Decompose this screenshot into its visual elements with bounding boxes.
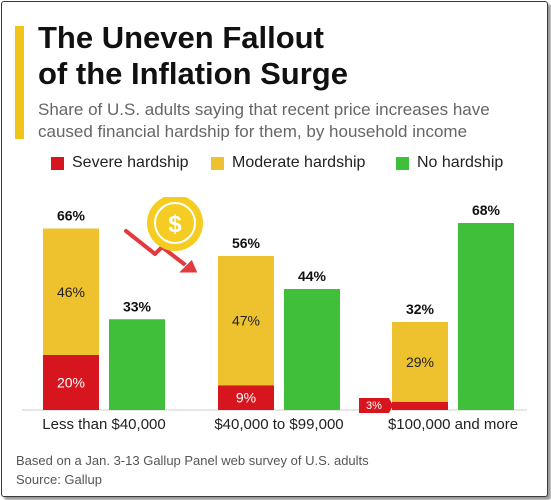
bar-moderate-2 (392, 322, 448, 402)
category-label-1: $40,000 to $99,000 (214, 416, 343, 433)
label-none-2: 68% (472, 202, 501, 218)
legend-label-severe: Severe hardship (72, 154, 189, 171)
svg-text:$: $ (168, 211, 182, 238)
title-line-2: of the Inflation Surge (38, 56, 348, 91)
label-moderate-1: 47% (232, 313, 260, 329)
coin-dollar-icon: $ (147, 197, 203, 251)
bar-moderate-1 (218, 256, 274, 386)
subtitle-line-2: caused financial hardship for them, by h… (38, 122, 468, 141)
subtitle-line-1: Share of U.S. adults saying that recent … (38, 100, 490, 119)
legend-label-moderate: Moderate hardship (232, 154, 366, 171)
bar-severe-0 (43, 355, 99, 410)
legend-label-none: No hardship (417, 154, 504, 171)
label-hardship-total-0: 66% (57, 208, 86, 224)
label-moderate-0: 46% (57, 284, 85, 300)
legend-swatch-none (396, 157, 409, 170)
down-trend-arrow-icon (122, 227, 199, 274)
label-hardship-total-1: 56% (232, 235, 261, 251)
legend-swatch-moderate (211, 157, 224, 170)
bar-none-2 (458, 223, 514, 410)
bar-none-0 (109, 319, 165, 410)
bar-none-1 (284, 289, 340, 410)
inflation-illustration: $ (122, 197, 203, 274)
label-severe-0: 20% (57, 375, 85, 391)
legend-swatch-severe (51, 157, 64, 170)
label-none-1: 44% (298, 268, 327, 284)
chart-subtitle: Share of U.S. adults saying that recent … (38, 99, 538, 143)
category-label-2: $100,000 and more (388, 416, 518, 433)
label-moderate-2: 29% (406, 354, 434, 370)
chart-title: The Uneven Fallout of the Inflation Surg… (38, 20, 518, 92)
title-line-1: The Uneven Fallout (38, 20, 324, 55)
source-note: Source: Gallup (16, 472, 102, 487)
label-none-0: 33% (123, 298, 152, 314)
label-severe-2: 3% (366, 400, 382, 412)
category-label-0: Less than $40,000 (42, 416, 165, 433)
bar-moderate-0 (43, 228, 99, 355)
label-severe-1: 9% (236, 390, 256, 406)
bar-severe-2 (392, 401, 448, 410)
label-hardship-total-2: 32% (406, 301, 435, 317)
label-tag-severe-2 (359, 398, 393, 413)
bar-severe-1 (218, 385, 274, 410)
bar-chart: $ 20% 46% 66% 33% Less than $40,000 9% 47% 56% 4… (22, 197, 527, 433)
title-accent-bar (15, 26, 24, 139)
footnote: Based on a Jan. 3-13 Gallup Panel web su… (16, 453, 369, 468)
